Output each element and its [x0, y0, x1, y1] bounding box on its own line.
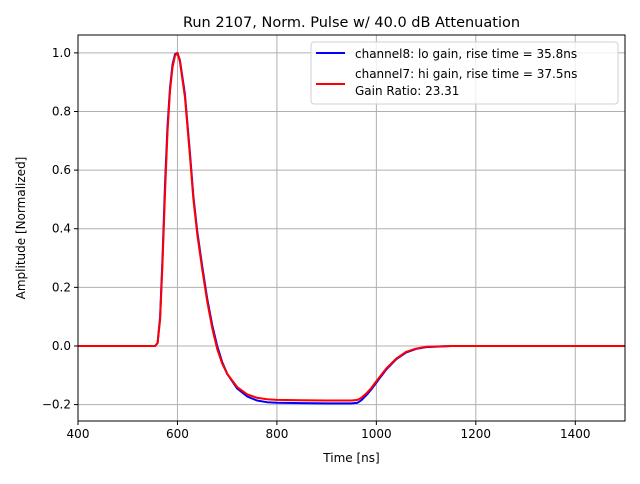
y-tick-label: 0.0 — [52, 339, 71, 353]
y-axis-label: Amplitude [Normalized] — [14, 157, 28, 300]
series-line-channel7 — [78, 51, 625, 402]
y-tick-label: 0.8 — [52, 104, 71, 118]
x-tick-label: 800 — [265, 427, 288, 441]
x-axis-label: Time [ns] — [322, 451, 379, 465]
x-tick-label: 1200 — [461, 427, 492, 441]
y-tick-label: 0.2 — [52, 280, 71, 294]
series-group — [78, 51, 625, 405]
y-tick-label: 1.0 — [52, 46, 71, 60]
y-tick-label: 0.6 — [52, 163, 71, 177]
y-tick-label: 0.4 — [52, 222, 71, 236]
x-tick-label: 1400 — [560, 427, 591, 441]
ticks: 400 600 800 1000 1200 1400 −0.2 0.0 0.2 0.4 0.6 0.8… — [42, 46, 591, 441]
y-tick-label: −0.2 — [42, 398, 71, 412]
plot-frame — [77, 34, 626, 422]
legend-gain-ratio: Gain Ratio: 23.31 — [355, 84, 459, 98]
legend-label-channel8: channel8: lo gain, rise time = 35.8ns — [355, 47, 577, 61]
legend-label-channel7: channel7: hi gain, rise time = 37.5ns — [355, 67, 577, 81]
x-tick-label: 600 — [166, 427, 189, 441]
x-tick-label: 1000 — [361, 427, 392, 441]
series-line-channel8 — [78, 51, 625, 405]
legend: channel8: lo gain, rise time = 35.8ns ch… — [310, 41, 619, 105]
x-tick-label: 400 — [67, 427, 90, 441]
legend-box — [310, 41, 619, 105]
chart-title: Run 2107, Norm. Pulse w/ 40.0 dB Attenua… — [183, 15, 520, 31]
